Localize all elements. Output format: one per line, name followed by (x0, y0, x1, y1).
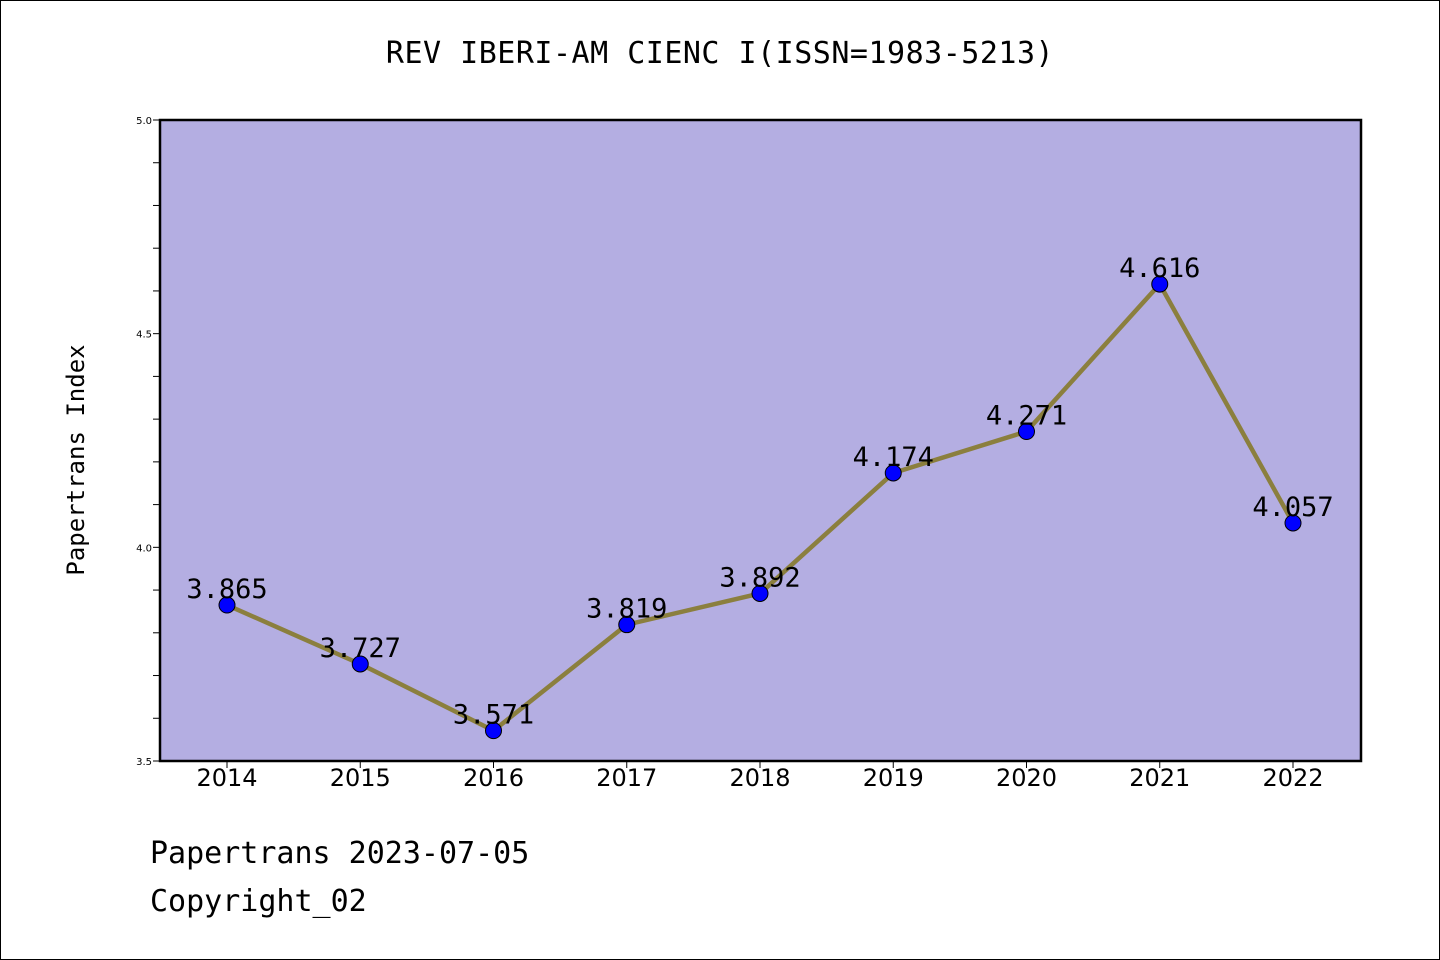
y-tick-label: 3.5 (136, 757, 152, 768)
x-tick-label: 2016 (463, 764, 524, 792)
data-label: 4.057 (1252, 492, 1333, 523)
plot-area (160, 120, 1361, 761)
x-tick-label: 2014 (196, 764, 257, 792)
x-tick-label: 2017 (596, 764, 657, 792)
y-tick-label: 4.5 (136, 330, 152, 341)
footer-copyright: Copyright_02 (150, 884, 367, 919)
data-point (1018, 423, 1035, 441)
data-label: 3.892 (719, 562, 800, 593)
data-point (218, 596, 236, 614)
chart-title: REV IBERI-AM CIENC I(ISSN=1983-5213) (385, 36, 1055, 71)
x-tick-label: 2021 (1129, 764, 1190, 792)
data-point (751, 584, 769, 602)
x-tick-label: 2019 (863, 764, 924, 792)
x-tick-label: 2015 (330, 764, 391, 792)
y-axis: 3.5 4.0 4.5 5.0 (136, 116, 160, 768)
y-tick-label: 4.0 (136, 543, 152, 554)
data-point (351, 655, 369, 673)
data-label: 3.819 (586, 594, 667, 625)
data-label: 4.616 (1119, 253, 1200, 284)
data-label: 3.865 (186, 574, 267, 605)
data-label: 4.174 (853, 442, 934, 473)
footer-date: Papertrans 2023-07-05 (150, 836, 530, 871)
data-point (1284, 514, 1302, 532)
data-label: 3.727 (320, 633, 401, 664)
data-label-layer: 3.865 3.727 3.571 3.819 3.892 4.174 4.271 4.616… (186, 253, 1333, 731)
x-tick-label: 2022 (1262, 764, 1323, 792)
x-tick-label: 2018 (729, 764, 790, 792)
data-point (485, 722, 502, 740)
data-point (884, 464, 902, 482)
data-point (618, 616, 636, 634)
x-tick-label: 2020 (996, 764, 1057, 792)
data-label: 3.571 (453, 700, 534, 731)
data-label: 4.271 (986, 401, 1067, 432)
marker-layer (218, 275, 1302, 740)
y-tick-label: 5.0 (136, 116, 152, 127)
x-axis: 2014 2015 2016 2017 2018 2019 2020 2021 2022 (196, 761, 1324, 792)
data-point (1151, 275, 1169, 293)
plot-border (158, 118, 1363, 763)
